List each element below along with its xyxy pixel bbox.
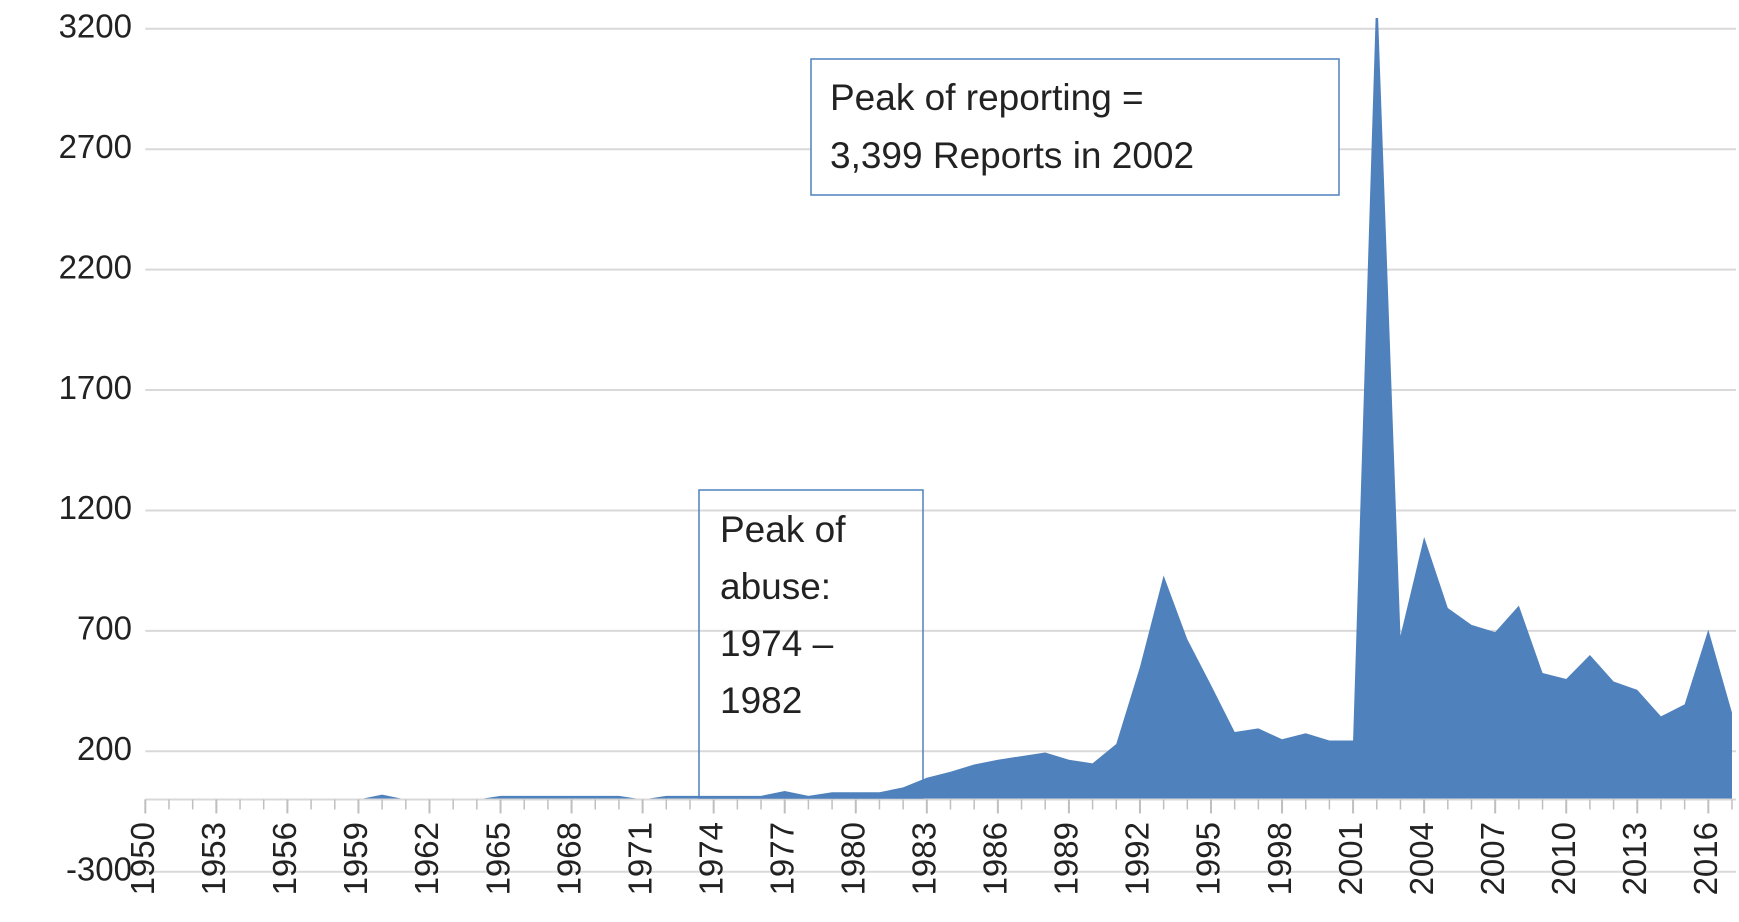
x-tick-label: 2013 <box>1616 822 1653 895</box>
y-tick-label: 700 <box>77 610 132 647</box>
annotation-text: 3,399 Reports in 2002 <box>830 135 1194 176</box>
x-tick-label: 1998 <box>1261 822 1298 895</box>
annotation-text: Peak of <box>720 509 846 550</box>
x-tick-label: 1953 <box>195 822 232 895</box>
annotation-text: 1974 – <box>720 623 834 664</box>
annotation-text: abuse: <box>720 566 831 607</box>
x-tick-label: 1968 <box>550 822 587 895</box>
x-tick-label: 1986 <box>977 822 1014 895</box>
y-tick-label: 2200 <box>59 248 132 285</box>
x-tick-label: 2001 <box>1332 822 1369 895</box>
x-tick-label: 1992 <box>1119 822 1156 895</box>
y-tick-label: 3200 <box>59 8 132 45</box>
y-tick-label: 1700 <box>59 369 132 406</box>
x-tick-label: 1995 <box>1190 822 1227 895</box>
x-tick-label: 1980 <box>834 822 871 895</box>
x-tick-label: 2016 <box>1687 822 1724 895</box>
x-tick-label: 1959 <box>337 822 374 895</box>
x-tick-label: 2010 <box>1545 822 1582 895</box>
x-tick-label: 1956 <box>266 822 303 895</box>
x-tick-label: 1950 <box>124 822 161 895</box>
y-tick-label: -300 <box>66 850 132 887</box>
x-tick-label: 2004 <box>1403 822 1440 895</box>
x-tick-label: 1974 <box>692 822 729 895</box>
annotation-box <box>810 58 1340 196</box>
x-tick-label: 1965 <box>479 822 516 895</box>
x-tick-label: 1989 <box>1048 822 1085 895</box>
annotation-text: Peak of reporting = <box>830 77 1144 118</box>
x-tick-label: 1971 <box>621 822 658 895</box>
annotation-box <box>698 489 924 799</box>
area <box>145 18 1732 800</box>
y-tick-label: 1200 <box>59 489 132 526</box>
y-tick-label: 2700 <box>59 128 132 165</box>
y-tick-label: 200 <box>77 730 132 767</box>
annotation-text: 1982 <box>720 680 802 721</box>
x-tick-label: 1962 <box>408 822 445 895</box>
x-tick-label: 1983 <box>906 822 943 895</box>
x-tick-label: 2007 <box>1474 822 1511 895</box>
x-tick-label: 1977 <box>763 822 800 895</box>
